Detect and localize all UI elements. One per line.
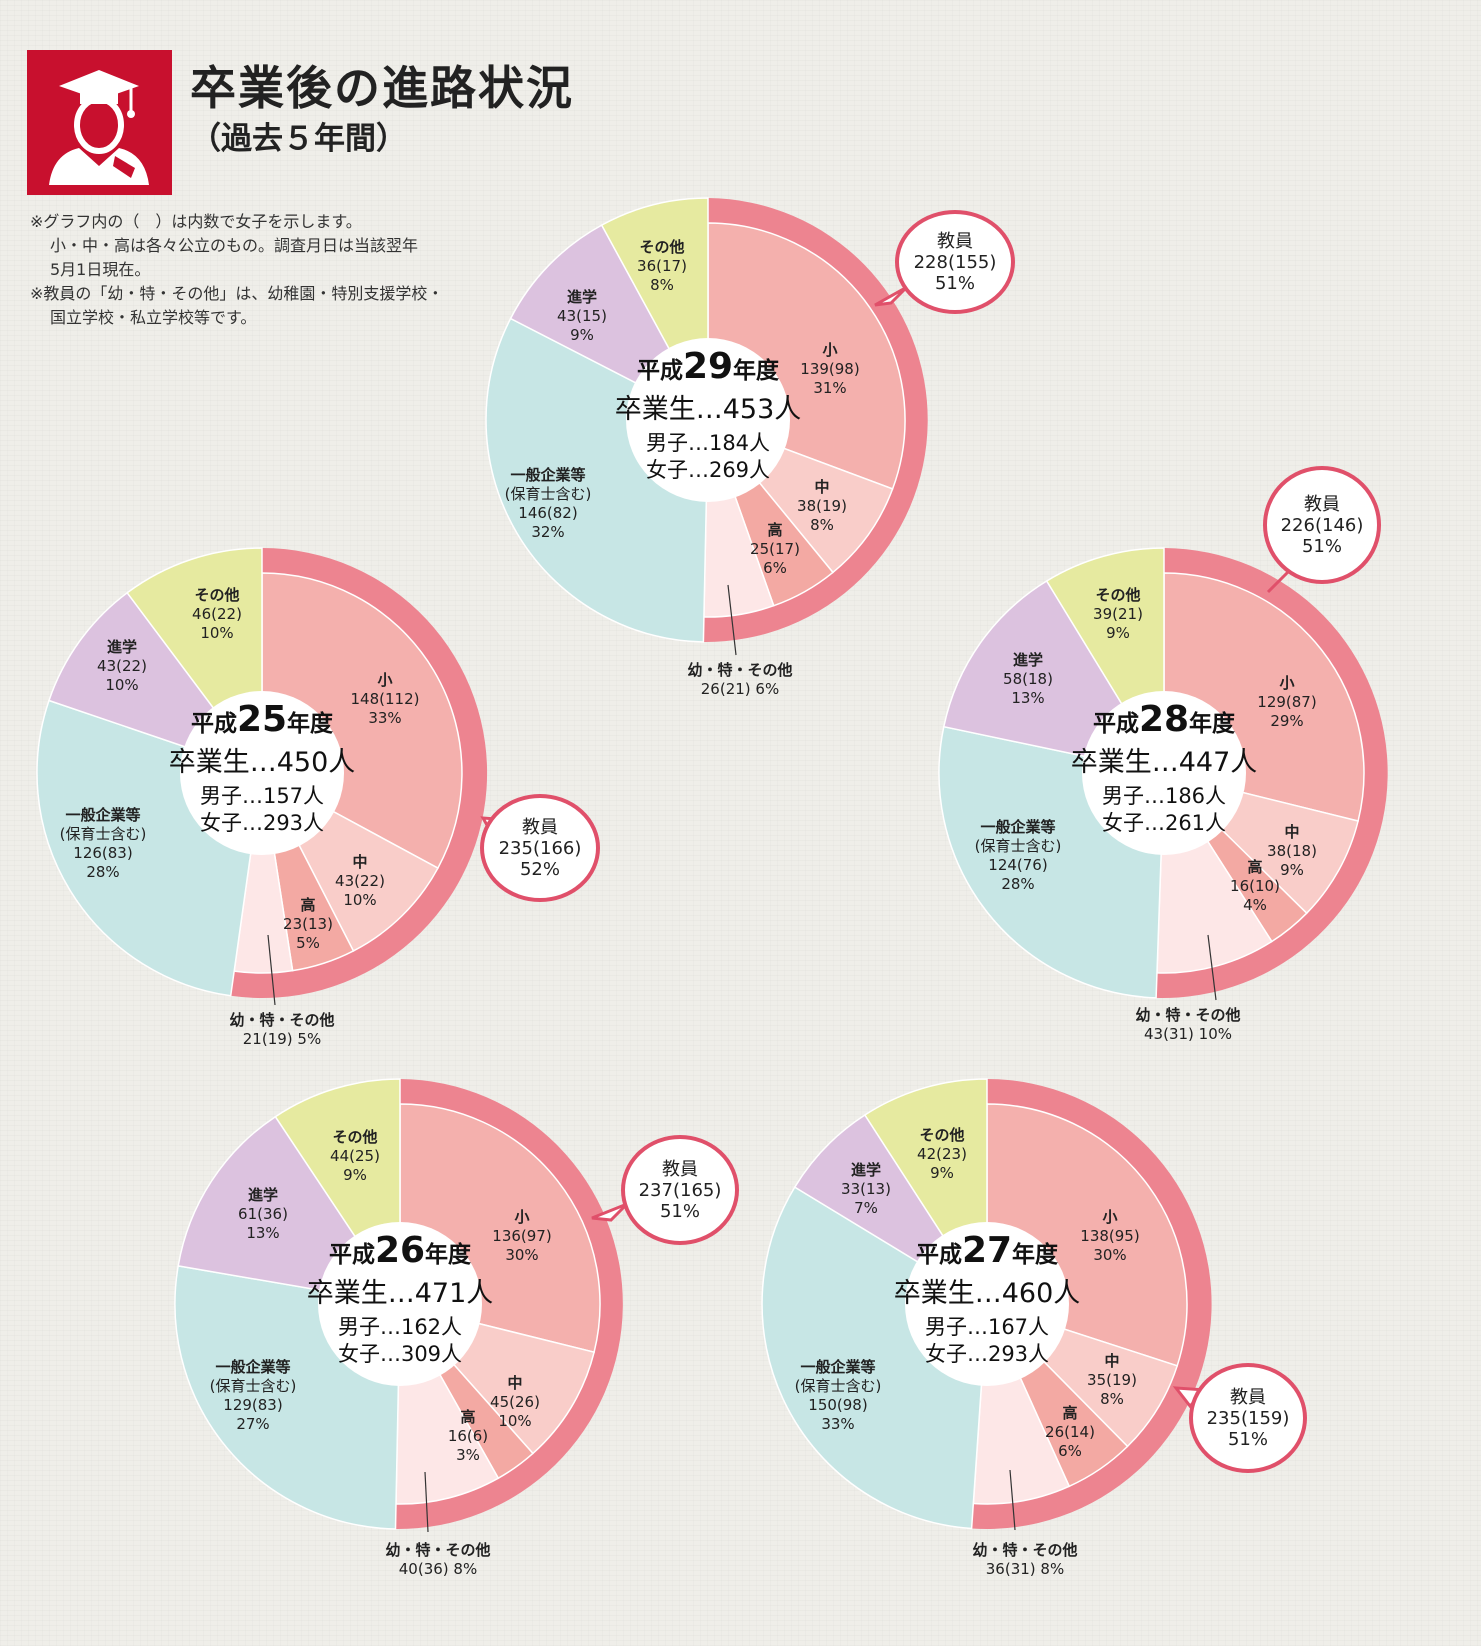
label-sho: 小 136(97) 30% — [492, 1208, 551, 1264]
graduate-icon — [27, 50, 172, 195]
callout-pointer — [1266, 565, 1295, 594]
leader-line — [267, 934, 276, 1006]
note-line: ※グラフ内の（ ）は内数で女子を示します。 — [30, 212, 362, 231]
center-hole — [905, 1222, 1069, 1386]
year-label: 平成25年度 — [191, 699, 334, 740]
label-yo: 幼・特・その他 43(31) 10% — [1135, 1006, 1240, 1043]
label-yo: 幼・特・その他 40(36) 8% — [385, 1541, 490, 1578]
label-ko: 高 26(14) 6% — [1045, 1404, 1095, 1460]
graduates-total: 卒業生…447人 — [1071, 747, 1258, 778]
female-count: 女子…293人 — [200, 811, 324, 835]
female-count: 女子…309人 — [338, 1342, 462, 1366]
label-chu: 中 38(19) 8% — [797, 478, 847, 534]
label-sonota: その他 39(21) 9% — [1093, 586, 1143, 642]
label-yo: 幼・特・その他 26(21) 6% — [687, 661, 792, 698]
label-ko: 高 16(6) 3% — [448, 1408, 488, 1464]
label-shingaku: 進学 58(18) 13% — [1003, 651, 1053, 707]
graduates-total: 卒業生…453人 — [615, 394, 802, 425]
teacher-callout — [895, 210, 1015, 314]
page-title: 卒業後の進路状況 — [190, 61, 574, 115]
label-chu: 中 45(26) 10% — [490, 1374, 540, 1430]
teacher-callout — [1263, 466, 1381, 584]
note-line: 小・中・高は各々公立のもの。調査月日は当該翌年 — [50, 236, 419, 255]
label-sonota: その他 44(25) 9% — [330, 1128, 380, 1184]
label-shingaku: 進学 61(36) 13% — [238, 1186, 288, 1242]
label-ko: 高 25(17) 6% — [750, 521, 800, 577]
note-line: 5月1日現在。 — [50, 260, 151, 279]
label-yo: 幼・特・その他 36(31) 8% — [972, 1541, 1077, 1578]
leader-line — [1009, 1469, 1016, 1531]
graduates-total: 卒業生…471人 — [307, 1278, 494, 1309]
leader-line — [727, 584, 737, 656]
label-teacher: 教員 226(146) 51% — [1281, 494, 1364, 557]
label-ko: 高 16(10) 4% — [1230, 858, 1280, 914]
graduates-total: 卒業生…450人 — [169, 747, 356, 778]
center-hole — [1082, 691, 1246, 855]
center-hole — [626, 338, 790, 502]
teacher-callout — [480, 794, 600, 902]
label-sonota: その他 46(22) 10% — [192, 586, 242, 642]
label-shingaku: 進学 33(13) 7% — [841, 1161, 891, 1217]
notes: ※グラフ内の（ ）は内数で女子を示します。 小・中・高は各々公立のもの。調査月日… — [30, 210, 443, 330]
teacher-callout — [621, 1135, 739, 1245]
female-count: 女子…261人 — [1102, 811, 1226, 835]
callout-pointer — [591, 1202, 629, 1222]
label-ippan: 一般企業等(保育士含む) 124(76) 28% — [975, 818, 1062, 893]
label-sonota: その他 36(17) 8% — [637, 238, 687, 294]
page-subtitle: （過去５年間） — [190, 121, 407, 157]
year-label: 平成28年度 — [1093, 699, 1236, 740]
label-ippan: 一般企業等(保育士含む) 129(83) 27% — [210, 1358, 297, 1433]
label-chu: 中 43(22) 10% — [335, 853, 385, 909]
label-sho: 小 139(98) 31% — [800, 341, 859, 397]
male-count: 男子…184人 — [646, 431, 770, 455]
note-line: 国立学校・私立学校等です。 — [50, 308, 257, 327]
label-sonota: その他 42(23) 9% — [917, 1126, 967, 1182]
label-teacher: 教員 235(166) 52% — [499, 817, 582, 880]
label-shingaku: 進学 43(15) 9% — [557, 288, 607, 344]
label-ippan: 一般企業等(保育士含む) 150(98) 33% — [795, 1358, 882, 1433]
year-label: 平成27年度 — [916, 1230, 1059, 1271]
label-ippan: 一般企業等(保育士含む) 146(82) 32% — [505, 466, 592, 541]
year-label: 平成29年度 — [637, 346, 780, 387]
label-chu: 中 35(19) 8% — [1087, 1352, 1137, 1408]
label-teacher: 教員 228(155) 51% — [914, 231, 997, 294]
note-line: ※教員の「幼・特・その他」は、幼稚園・特別支援学校・ — [30, 284, 444, 303]
label-ko: 高 23(13) 5% — [283, 896, 333, 952]
leader-line — [424, 1471, 429, 1533]
teacher-callout — [1189, 1363, 1307, 1473]
male-count: 男子…157人 — [200, 784, 324, 808]
label-sho: 小 148(112) 33% — [351, 671, 420, 727]
female-count: 女子…269人 — [646, 458, 770, 482]
year-label: 平成26年度 — [329, 1230, 472, 1271]
label-chu: 中 38(18) 9% — [1267, 823, 1317, 879]
label-sho: 小 129(87) 29% — [1257, 674, 1316, 730]
center-hole — [318, 1222, 482, 1386]
female-count: 女子…293人 — [925, 1342, 1049, 1366]
center-hole — [180, 691, 344, 855]
leader-line — [1207, 934, 1217, 1001]
male-count: 男子…162人 — [338, 1315, 462, 1339]
male-count: 男子…186人 — [1102, 784, 1226, 808]
label-teacher: 教員 235(159) 51% — [1207, 1387, 1290, 1450]
callout-pointer — [874, 285, 909, 307]
graduates-total: 卒業生…460人 — [894, 1278, 1081, 1309]
label-shingaku: 進学 43(22) 10% — [97, 638, 147, 694]
male-count: 男子…167人 — [925, 1315, 1049, 1339]
label-ippan: 一般企業等(保育士含む) 126(83) 28% — [60, 806, 147, 881]
label-teacher: 教員 237(165) 51% — [639, 1159, 722, 1222]
label-yo: 幼・特・その他 21(19) 5% — [229, 1011, 334, 1048]
label-sho: 小 138(95) 30% — [1080, 1208, 1139, 1264]
